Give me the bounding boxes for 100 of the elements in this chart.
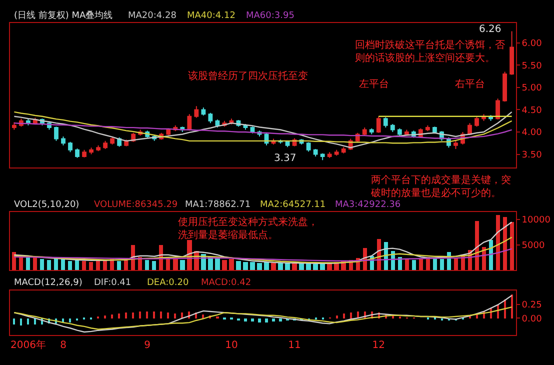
candlestick xyxy=(75,148,80,158)
candlestick xyxy=(208,112,213,124)
bar xyxy=(139,311,141,318)
annotation: 回档时跌破这平台托是个诱饵，否则的话该股的上涨空间还要大。 xyxy=(355,39,505,64)
candlestick xyxy=(110,136,115,145)
bar xyxy=(271,263,276,270)
candlestick xyxy=(12,122,16,130)
candlestick xyxy=(425,124,430,132)
bar xyxy=(510,222,514,270)
y-tick-label: 0.00 xyxy=(522,314,542,324)
y-tick-label: 5.50 xyxy=(522,61,542,72)
candlestick xyxy=(187,114,192,130)
bar xyxy=(398,257,402,270)
chart-title: VOL2(5,10,20) xyxy=(14,200,80,210)
bar xyxy=(166,258,170,270)
bar xyxy=(104,315,106,318)
line-series xyxy=(14,122,512,140)
bar xyxy=(69,318,71,322)
bar xyxy=(292,263,297,270)
bar xyxy=(96,261,100,270)
candlestick xyxy=(362,127,367,136)
bar xyxy=(475,221,479,270)
bar xyxy=(229,259,234,270)
candlestick xyxy=(215,119,220,128)
line-series xyxy=(14,306,512,330)
candlestick xyxy=(320,152,325,161)
candlestick xyxy=(201,106,206,116)
text: DEA:0.20 xyxy=(147,278,189,288)
bar xyxy=(215,258,220,270)
bar xyxy=(167,312,169,318)
annotation: 右平台 xyxy=(455,78,485,90)
bar xyxy=(40,259,44,270)
bar xyxy=(174,313,176,318)
bar xyxy=(61,259,65,270)
text: MA40:4.12 xyxy=(187,11,236,21)
bar xyxy=(320,264,325,270)
bar xyxy=(243,262,248,270)
bar xyxy=(503,217,507,270)
bar xyxy=(118,313,120,318)
text: VOLUME:86345.29 xyxy=(94,200,178,210)
bar xyxy=(343,313,345,318)
bar xyxy=(68,261,72,270)
x-tick-label: 9 xyxy=(144,340,151,351)
bar xyxy=(440,259,444,270)
candlestick xyxy=(103,140,108,150)
bar xyxy=(12,252,16,270)
candlestick xyxy=(341,146,346,154)
candlestick xyxy=(390,123,395,133)
candlestick xyxy=(96,144,101,152)
text: MA60:3.95 xyxy=(246,11,294,21)
bar xyxy=(419,258,423,270)
bar xyxy=(265,318,268,322)
bar xyxy=(160,311,162,318)
candlestick xyxy=(68,141,72,153)
text: MA3:42922.36 xyxy=(335,200,401,210)
bar xyxy=(173,259,178,270)
bar xyxy=(89,262,93,270)
candlestick xyxy=(454,140,458,150)
bar xyxy=(285,263,290,270)
y-tick-label: 5000 xyxy=(522,240,545,251)
y-tick-label: 3.50 xyxy=(522,150,542,160)
bar xyxy=(489,240,493,270)
bar xyxy=(250,262,255,270)
y-tick-label: 4.50 xyxy=(522,106,542,116)
candlestick xyxy=(89,147,94,155)
bar xyxy=(180,260,185,270)
text: MACD:0.42 xyxy=(201,278,252,288)
bar xyxy=(146,311,148,318)
bar xyxy=(336,315,338,318)
candlestick xyxy=(376,116,381,134)
bar xyxy=(153,311,155,318)
text: DIF:0.41 xyxy=(94,278,132,288)
annotation: 6.26 xyxy=(479,24,502,35)
bar xyxy=(111,314,113,318)
candlestick xyxy=(510,30,514,76)
bar xyxy=(117,261,121,270)
x-tick-label: 11 xyxy=(288,340,301,351)
text: MA1:78862.71 xyxy=(185,200,251,210)
bar xyxy=(202,314,204,318)
bar xyxy=(272,318,275,322)
candlestick xyxy=(496,98,500,120)
text: 两个平台下的成交量是关键，突破时的放量也是必不可少的。 xyxy=(370,174,511,199)
bar xyxy=(257,263,262,270)
bar xyxy=(125,312,127,318)
bar xyxy=(496,215,500,270)
bar xyxy=(244,318,247,322)
bar xyxy=(313,264,318,270)
candlestick xyxy=(369,128,374,135)
bar xyxy=(145,260,149,270)
bar xyxy=(33,257,37,270)
candlestick xyxy=(194,106,199,118)
bar xyxy=(34,318,36,324)
bar xyxy=(82,261,86,270)
bar xyxy=(454,258,458,270)
bar xyxy=(433,258,437,270)
bar xyxy=(511,294,513,318)
candlestick xyxy=(306,142,311,152)
annotation: 3.37 xyxy=(274,153,296,164)
candlestick xyxy=(397,128,402,137)
line-series xyxy=(14,248,512,262)
